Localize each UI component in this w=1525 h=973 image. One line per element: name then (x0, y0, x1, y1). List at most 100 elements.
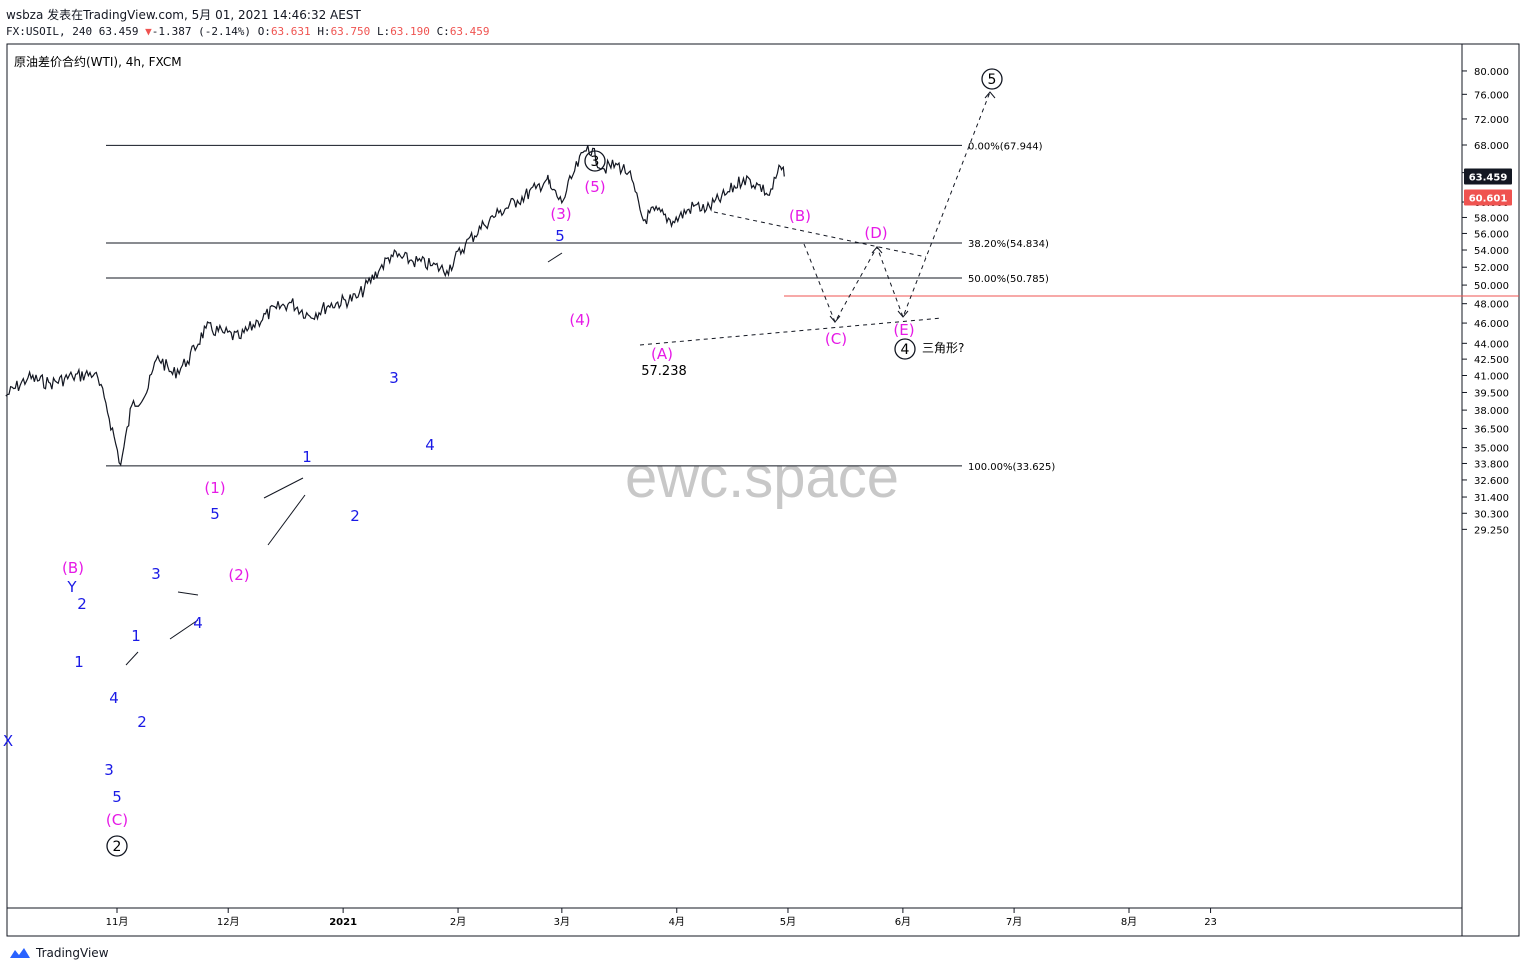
wave-labels[interactable]: 3245(B)(C)(1)(2)(3)(4)(5)(A)(B)(C)(D)(E)… (3, 68, 1003, 857)
price-tag-label: 60.601 (1469, 193, 1508, 204)
wave-label-magenta[interactable]: (E) (893, 321, 914, 339)
y-tick-label: 52.000 (1474, 263, 1509, 274)
high-label: H: (317, 25, 331, 38)
wave-label-blue[interactable]: 3 (104, 761, 114, 779)
wave-label-magenta[interactable]: (1) (204, 479, 225, 497)
wedge-line[interactable] (169, 619, 199, 640)
close-label: C: (436, 25, 450, 38)
circled-wave-marker (981, 68, 1003, 90)
tradingview-logo[interactable]: TradingView (8, 946, 109, 960)
high-value: 63.750 (330, 25, 371, 38)
wave-label-blue[interactable]: 2 (137, 713, 147, 731)
wedge-line[interactable] (125, 651, 139, 666)
wave-label-magenta[interactable]: (B) (62, 559, 84, 577)
arrow-head-icon (829, 315, 841, 323)
down-arrow-icon: ▼ (145, 25, 152, 38)
triangle-lower-line[interactable] (639, 317, 943, 346)
publish-info: wsbza 发表在TradingView.com, 5月 01, 2021 14… (6, 6, 361, 23)
x-tick-label: 23 (1204, 917, 1217, 928)
wave-label-blue[interactable]: 4 (425, 436, 435, 454)
y-tick-label: 38.000 (1474, 406, 1509, 417)
wave-label-blue[interactable]: 4 (109, 689, 119, 707)
x-tick-label: 5月 (780, 916, 796, 928)
wave-label-magenta[interactable]: (5) (584, 178, 605, 196)
price-change: -1.387 (-2.14%) (151, 25, 252, 38)
circled-wave-label[interactable]: 2 (113, 839, 122, 855)
wave-label-blue[interactable]: 3 (389, 369, 399, 387)
fib-label: 38.20%(54.834) (968, 239, 1049, 250)
wedge-line[interactable] (177, 591, 199, 596)
x-tick-label: 2021 (329, 917, 357, 928)
y-tick-label: 33.800 (1474, 459, 1509, 470)
x-tick-label: 6月 (895, 916, 911, 928)
wave-label-blue[interactable]: 1 (131, 627, 141, 645)
symbol-label: FX:USOIL, 240 (6, 25, 93, 38)
price-tag (1464, 189, 1512, 206)
low-value: 63.190 (390, 25, 430, 38)
wave-label-blue[interactable]: 2 (77, 595, 87, 613)
wave-label-magenta[interactable]: (3) (550, 205, 571, 223)
wave-label-magenta[interactable]: (C) (825, 330, 847, 348)
circled-wave-label[interactable]: 5 (988, 72, 997, 88)
wave-label-magenta[interactable]: (D) (864, 224, 887, 242)
wave-label-blue[interactable]: 1 (302, 448, 312, 466)
y-tick-label: 30.300 (1474, 509, 1509, 520)
wedge-line[interactable] (263, 477, 304, 499)
y-tick-label: 39.500 (1474, 388, 1509, 399)
wave-label-blue[interactable]: 5 (210, 505, 220, 523)
annotation-text[interactable]: 三角形? (922, 341, 964, 355)
wave-label-magenta[interactable]: (4) (569, 311, 590, 329)
price-axis[interactable]: 80.00076.00072.00068.00064.00060.00058.0… (1462, 67, 1509, 536)
circled-wave-label[interactable]: 4 (901, 342, 910, 358)
y-tick-label: 46.000 (1474, 319, 1509, 330)
circled-wave-marker (106, 835, 128, 857)
y-tick-label: 68.000 (1474, 141, 1509, 152)
triangle-upper-line[interactable] (713, 211, 927, 258)
y-tick-label: 29.250 (1474, 525, 1509, 536)
wave-label-blue[interactable]: 1 (74, 653, 84, 671)
y-tick-label: 80.000 (1474, 67, 1509, 78)
wave-label-blue[interactable]: 2 (350, 507, 360, 525)
open-value: 63.631 (270, 25, 311, 38)
y-tick-label: 50.000 (1474, 281, 1509, 292)
arrow-head-icon (897, 310, 909, 318)
annotation-text[interactable]: 57.238 (641, 364, 687, 379)
open-label: O: (257, 25, 271, 38)
wave-label-blue[interactable]: X (3, 732, 13, 750)
wave-label-blue[interactable]: 5 (112, 788, 122, 806)
x-tick-label: 3月 (554, 916, 570, 928)
price-tag-label: 63.459 (1469, 172, 1508, 183)
wedge-line[interactable] (267, 494, 306, 546)
wave-label-magenta[interactable]: (A) (651, 345, 673, 363)
y-tick-label: 48.000 (1474, 300, 1509, 311)
wave-label-magenta[interactable]: (C) (106, 811, 128, 829)
arrow-head-icon (984, 91, 996, 99)
projection-path[interactable] (803, 91, 991, 324)
x-tick-label: 12月 (217, 916, 240, 928)
wave-label-magenta[interactable]: (B) (789, 207, 811, 225)
drawing-lines[interactable] (125, 91, 1519, 666)
y-tick-label: 56.000 (1474, 229, 1509, 240)
wave-label-blue[interactable]: Y (66, 578, 77, 596)
wave-label-blue[interactable]: 3 (151, 565, 161, 583)
x-tick-label: 8月 (1121, 916, 1137, 928)
fib-levels[interactable]: 0.00%(67.944) 38.20%(54.834) 50.00%(50.785… (106, 141, 1055, 473)
wave-label-blue[interactable]: 5 (555, 227, 565, 245)
circled-wave-label[interactable]: 3 (591, 154, 600, 170)
x-tick-label: 7月 (1006, 916, 1022, 928)
y-tick-label: 76.000 (1474, 90, 1509, 101)
y-tick-label: 58.000 (1474, 213, 1509, 224)
wedge-line[interactable] (547, 252, 563, 263)
last-price: 63.459 (98, 25, 139, 38)
price-tags: 63.459 60.601 (1464, 168, 1512, 206)
time-axis[interactable]: 11月 12月 2021 2月 3月 4月 5月 6月 7月 8月 23 (106, 908, 1217, 928)
close-value: 63.459 (449, 25, 490, 38)
y-tick-label: 36.500 (1474, 424, 1509, 435)
y-tick-label: 32.600 (1474, 476, 1509, 487)
wave-label-magenta[interactable]: (2) (228, 566, 249, 584)
circled-wave-marker (894, 338, 916, 360)
watermark: ewc.space (625, 445, 899, 510)
wave-label-blue[interactable]: 4 (193, 614, 203, 632)
brand-name: TradingView (36, 946, 109, 960)
